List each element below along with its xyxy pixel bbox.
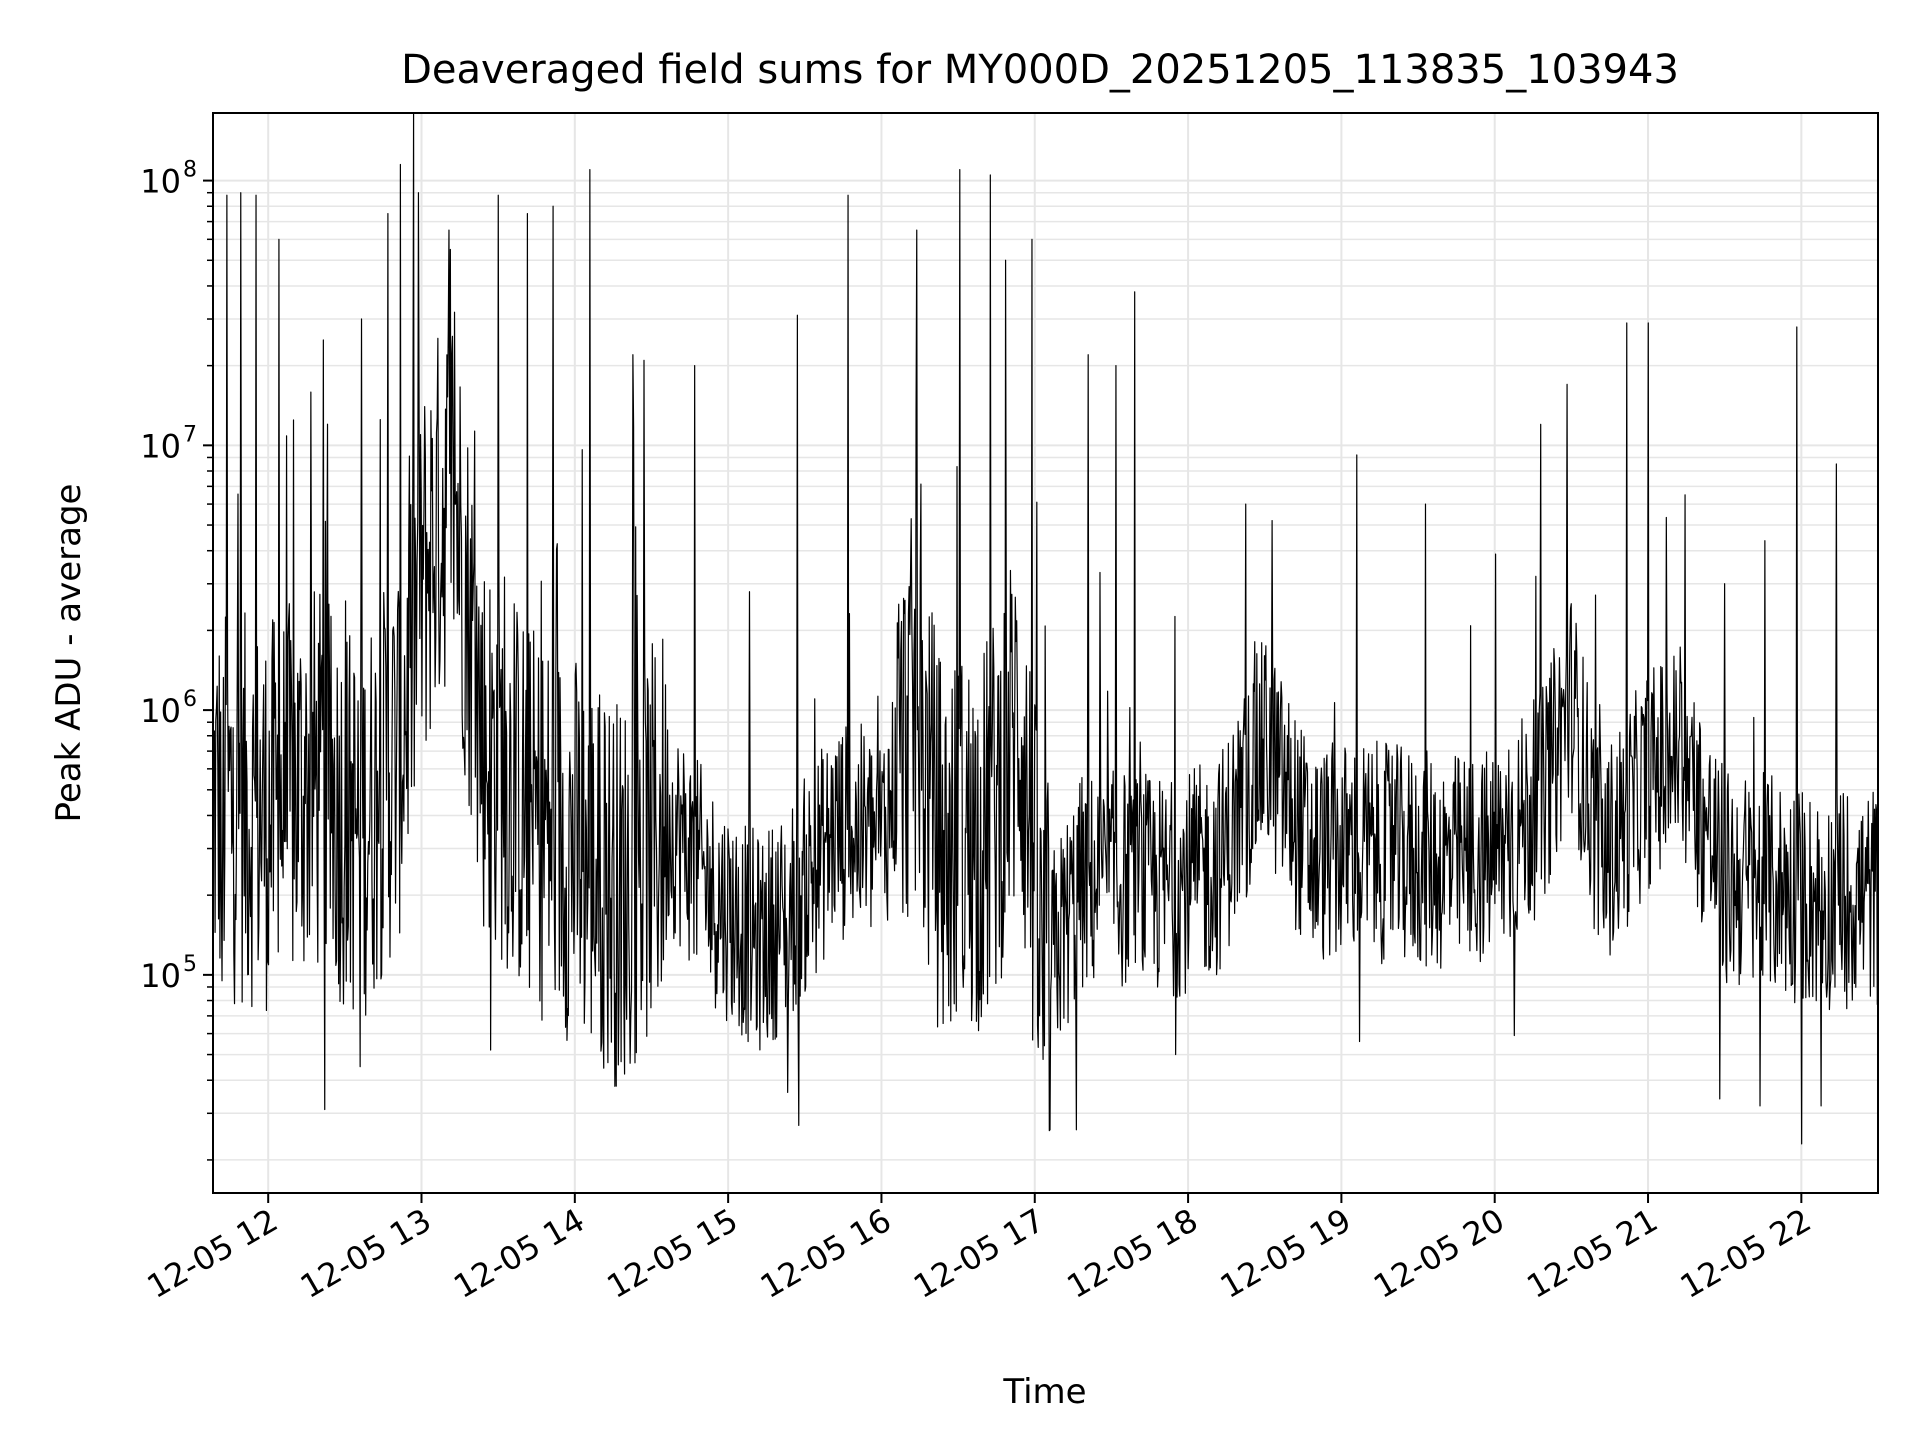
y-tick-label: 10 <box>140 163 181 201</box>
x-axis-label: Time <box>1002 1372 1086 1412</box>
y-tick-exponent: 6 <box>183 687 197 712</box>
y-axis-label: Peak ADU - average <box>49 484 89 823</box>
y-tick-label: 10 <box>140 692 181 730</box>
plot-frame <box>212 112 1879 1194</box>
chart-title: Deaveraged field sums for MY000D_2025120… <box>401 47 1679 93</box>
plot-area <box>212 112 1879 1194</box>
y-tick-exponent: 8 <box>183 158 197 183</box>
y-tick-exponent: 7 <box>183 422 197 447</box>
y-tick-label: 10 <box>140 427 181 465</box>
series-line <box>212 112 1879 1145</box>
y-tick-exponent: 5 <box>183 952 197 977</box>
series-line-group <box>212 112 1879 1145</box>
y-tick-label: 10 <box>140 957 181 995</box>
